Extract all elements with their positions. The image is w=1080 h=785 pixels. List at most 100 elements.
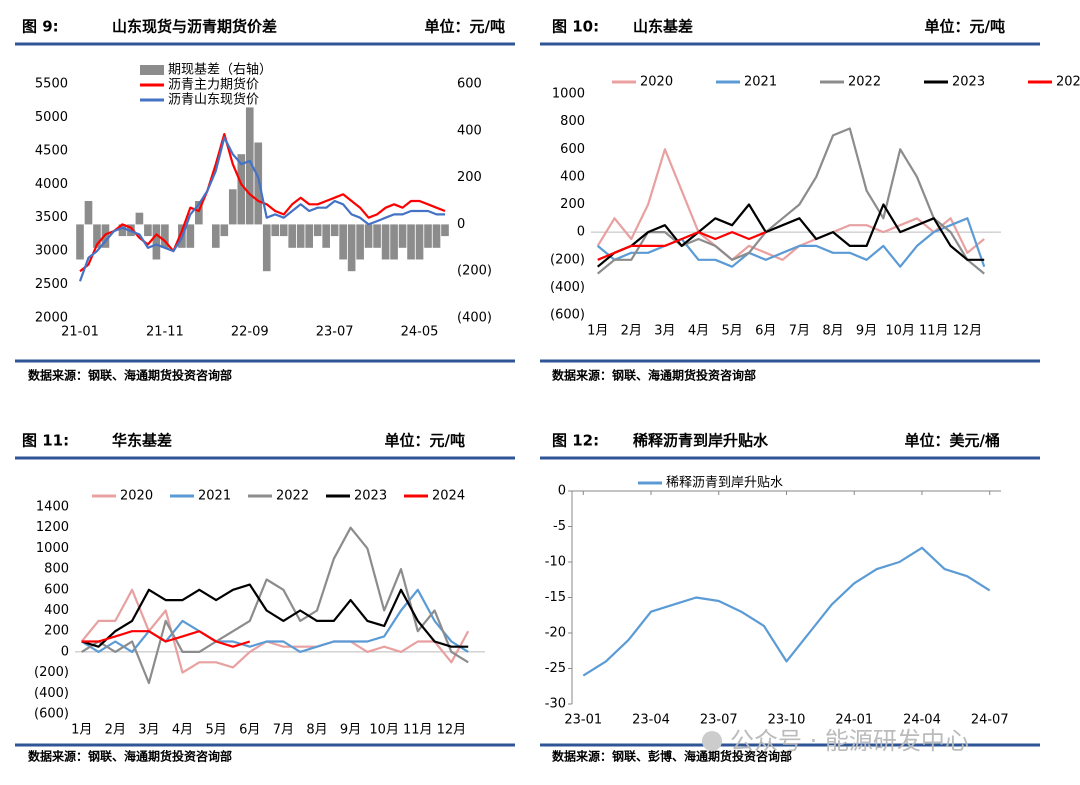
y-tick-label: 200: [560, 197, 585, 212]
figure-label: 图 10:: [552, 18, 599, 36]
x-tick-label: 9月: [340, 723, 361, 738]
y-tick-label: 800: [44, 562, 69, 577]
y-tick-label: 400: [560, 169, 585, 184]
legend-label: 2023: [952, 75, 985, 90]
bar: [364, 224, 373, 248]
x-tick-label: 24-01: [835, 713, 873, 728]
x-tick-label: 8月: [306, 723, 327, 738]
unit: 单位：美元/桶: [905, 432, 1000, 450]
bar: [407, 224, 415, 260]
x-tick-label: 11月: [919, 324, 949, 339]
bar: [262, 224, 271, 272]
source: 数据来源：钢联、海通期货投资咨询部: [28, 368, 232, 383]
y-tick-label: -5: [553, 519, 566, 534]
y-tick-label: 400: [44, 603, 69, 618]
x-tick-label: 9月: [856, 324, 877, 339]
bar: [254, 142, 263, 225]
y-tick-label: (400): [550, 280, 585, 295]
bar: [424, 224, 432, 248]
series-line: [582, 546, 991, 677]
bar: [228, 189, 237, 225]
y-tick-label: 600: [560, 142, 585, 157]
y-tick-label: 3500: [35, 210, 68, 225]
y-tick-label: 1000: [552, 87, 585, 102]
series-line: [81, 588, 469, 653]
x-tick-label: 3月: [654, 324, 675, 339]
chart-title: 山东基差: [633, 18, 693, 36]
x-tick-label: 1月: [587, 324, 608, 339]
legend-label: 2020: [120, 489, 153, 504]
x-tick-label: 11月: [403, 723, 433, 738]
source: 数据来源：钢联、彭博、海通期货投资咨询部: [552, 749, 792, 764]
bar: [415, 224, 424, 260]
x-tick-label: 4月: [172, 723, 193, 738]
watermark-icon: [702, 731, 722, 751]
x-tick-label: 23-01: [564, 713, 602, 728]
x-tick-label: 6月: [239, 723, 260, 738]
y-tick-label: 5000: [35, 110, 68, 125]
source: 数据来源：钢联、海通期货投资咨询部: [552, 368, 756, 383]
series-line: [78, 136, 445, 282]
bar: [152, 224, 161, 260]
bar: [356, 224, 364, 260]
bar: [245, 107, 254, 225]
x-tick-label: 5月: [722, 324, 743, 339]
series-line: [80, 588, 470, 674]
x-tick-label: 23-07: [700, 713, 738, 728]
figure-label: 图 11:: [22, 432, 69, 450]
legend-label: 2024: [1056, 75, 1080, 90]
y-tick-label: 4000: [35, 177, 68, 192]
x-tick-label: 12月: [437, 723, 467, 738]
x-tick-label: 8月: [822, 324, 843, 339]
bar: [186, 224, 195, 248]
unit: 单位：元/吨: [425, 18, 505, 36]
bar: [330, 224, 339, 237]
x-tick-label: 7月: [273, 723, 294, 738]
y-tick-label: -15: [545, 590, 566, 605]
series-line: [597, 231, 767, 261]
legend-label: 2024: [432, 489, 465, 504]
series-line: [81, 630, 251, 648]
figure-label: 图 12:: [552, 432, 599, 450]
legend-label: 2020: [640, 75, 673, 90]
legend-label: 2021: [744, 75, 777, 90]
x-tick-label: 24-04: [903, 713, 941, 728]
y-tick-label: 2000: [35, 311, 68, 326]
y-tick-label: 0: [558, 484, 566, 499]
x-tick-label: 4月: [688, 324, 709, 339]
source: 数据来源：钢联、海通期货投资咨询部: [28, 749, 232, 764]
y-tick-label: 200: [44, 624, 69, 639]
bar: [381, 224, 390, 260]
bar: [347, 224, 356, 272]
y-tick-label: 1000: [36, 541, 69, 556]
bar: [211, 224, 220, 248]
y2-tick-label: 400: [457, 123, 482, 138]
legend-label: 2021: [198, 489, 231, 504]
y2-tick-label: (200): [457, 264, 492, 279]
bar: [339, 224, 347, 260]
x-tick-label: 10月: [885, 324, 915, 339]
legend-label: 2022: [848, 75, 881, 90]
legend-label: 沥青山东现货价: [168, 92, 259, 108]
y2-tick-label: 600: [457, 77, 482, 92]
x-tick-label: 1月: [71, 723, 92, 738]
y2-tick-label: 0: [457, 217, 465, 232]
series-line: [81, 583, 469, 648]
x-tick-label: 6月: [755, 324, 776, 339]
x-tick-label: 22-09: [231, 325, 269, 340]
bar: [373, 224, 381, 248]
x-tick-label: 5月: [206, 723, 227, 738]
bar: [322, 224, 330, 248]
y-tick-label: (600): [34, 707, 69, 722]
x-tick-label: 24-07: [971, 713, 1009, 728]
x-tick-label: 23-04: [632, 713, 670, 728]
y-tick-label: -20: [545, 626, 566, 641]
chart-title: 华东基差: [112, 432, 172, 450]
x-tick-label: 2月: [621, 324, 642, 339]
y-tick-label: -30: [545, 697, 566, 712]
bar: [271, 224, 280, 237]
y-tick-label: (200): [34, 665, 69, 680]
legend-label: 期现基差（右轴）: [168, 63, 272, 78]
series-line: [596, 203, 985, 268]
y-tick-label: 800: [560, 114, 585, 129]
